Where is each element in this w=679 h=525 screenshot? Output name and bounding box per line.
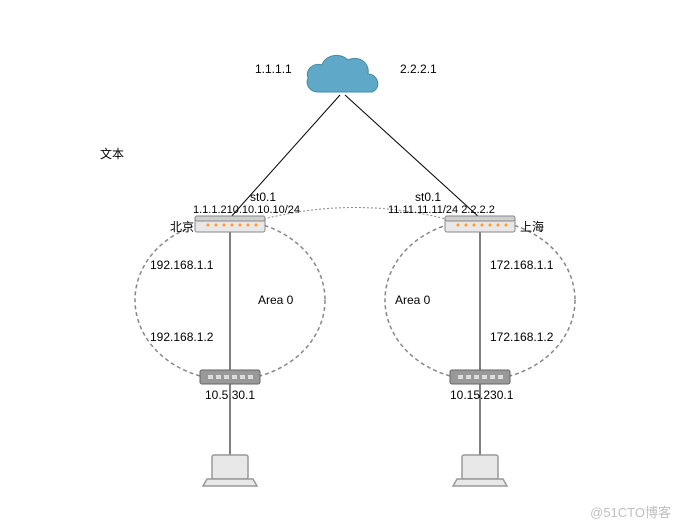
- router-left-icon: [195, 216, 265, 232]
- edge-cloud-left: [230, 95, 340, 218]
- label-right-switch-ip: 10.15.230.1: [450, 388, 513, 402]
- diagram-canvas: [0, 0, 679, 525]
- watermark-text: @51CTO博客: [590, 502, 671, 521]
- label-right-wan-line: 11.11.11.11/24 2.2.2.2: [388, 204, 495, 216]
- label-right-lan-top: 172.168.1.1: [490, 258, 553, 272]
- label-right-site: 上海: [520, 218, 544, 235]
- label-left-area: Area 0: [258, 293, 293, 307]
- router-right-icon: [445, 216, 515, 232]
- label-left-switch-ip: 10.5.30.1: [205, 388, 255, 402]
- label-left-lan-top: 192.168.1.1: [150, 258, 213, 272]
- label-text-box: 文本: [100, 145, 124, 162]
- edge-cloud-right: [345, 95, 480, 218]
- switch-left-icon: [200, 370, 260, 384]
- laptop-left-icon: [203, 455, 257, 486]
- label-left-site: 北京: [170, 218, 194, 235]
- label-cloud-left-ip: 1.1.1.1: [255, 62, 292, 76]
- laptop-right-icon: [453, 455, 507, 486]
- label-right-st: st0.1: [415, 190, 441, 204]
- label-right-lan-bottom: 172.168.1.2: [490, 330, 553, 344]
- switch-right-icon: [450, 370, 510, 384]
- label-right-area: Area 0: [395, 293, 430, 307]
- label-left-lan-bottom: 192.168.1.2: [150, 330, 213, 344]
- label-left-st: st0.1: [250, 190, 276, 204]
- cloud-icon: [307, 55, 378, 92]
- label-cloud-right-ip: 2.2.2.1: [400, 62, 437, 76]
- label-left-wan-line: 1.1.1.210.10.10.10/24: [193, 204, 300, 216]
